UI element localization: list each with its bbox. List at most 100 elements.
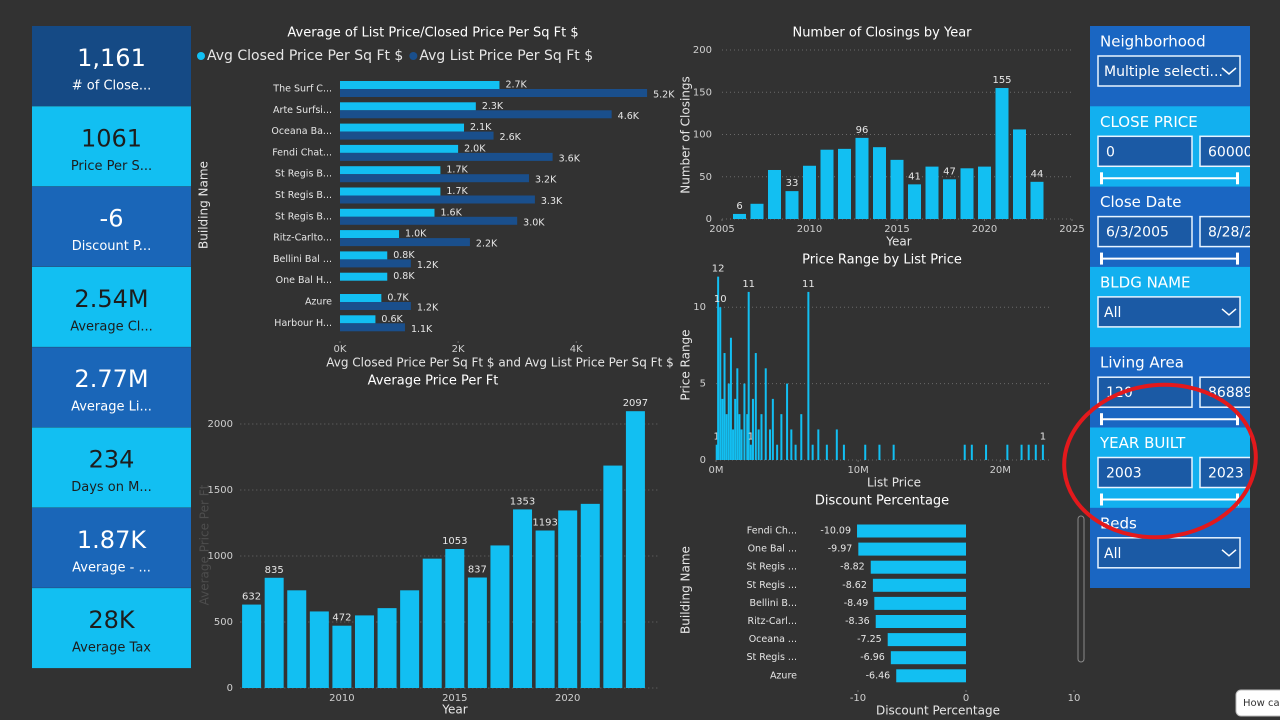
x-tick-label: 0K — [334, 344, 347, 355]
kpi-card — [32, 266, 191, 347]
bar — [864, 444, 867, 460]
dropdown[interactable] — [1097, 55, 1241, 87]
slider-handle[interactable] — [1100, 172, 1103, 185]
range-input[interactable] — [1097, 376, 1193, 408]
data-label: 1 — [714, 432, 720, 443]
bar — [309, 611, 329, 688]
x-tick-label: 0 — [963, 693, 969, 704]
slider-handle[interactable] — [1236, 172, 1239, 185]
bar — [764, 368, 767, 460]
x-tick-label: 2010 — [797, 224, 822, 235]
bar — [768, 169, 781, 219]
x-tick-label: 0M — [709, 465, 724, 476]
dropdown[interactable] — [1097, 296, 1241, 328]
y-tick-label: Fendi Chat... — [272, 147, 332, 158]
bar — [750, 203, 764, 219]
kpi-card — [32, 26, 191, 106]
bar — [340, 187, 441, 196]
data-label: -7.25 — [857, 634, 882, 645]
y-tick-label: 500 — [214, 617, 233, 628]
help-button[interactable] — [1235, 689, 1280, 717]
slider-handle[interactable] — [1100, 413, 1103, 426]
y-tick-label: Oceana Ba... — [271, 126, 332, 137]
y-tick-label: St Regis ... — [747, 652, 798, 663]
help-button-text[interactable]: How car — [1243, 698, 1280, 709]
range-input[interactable] — [1097, 135, 1193, 168]
bar — [719, 307, 722, 460]
data-label: 632 — [242, 592, 261, 603]
bar — [340, 302, 411, 310]
x-axis-title: List Price — [867, 476, 921, 490]
y-axis-title: Price Range — [679, 329, 693, 400]
kpi-value: 2.77M — [74, 365, 148, 393]
bar — [842, 444, 845, 460]
range-input[interactable] — [1097, 456, 1193, 489]
bar — [625, 411, 645, 688]
bar — [1030, 181, 1044, 219]
x-axis-title: Year — [441, 703, 467, 717]
bar — [747, 291, 750, 460]
bar — [746, 414, 749, 460]
x-tick-label: 2025 — [1059, 224, 1084, 235]
data-label: 2.3K — [482, 101, 504, 112]
y-tick-label: Harbour H... — [274, 318, 332, 329]
data-label: -6.46 — [866, 670, 891, 681]
bar — [740, 429, 743, 460]
bar — [776, 444, 779, 460]
range-input[interactable] — [1199, 215, 1280, 248]
kpi-value: -6 — [100, 205, 124, 233]
kpi-label: Days on M... — [71, 480, 152, 495]
range-value: 86889 — [1208, 385, 1253, 401]
kpi-card — [32, 427, 191, 508]
bar — [760, 414, 763, 460]
legend-label: Avg Closed Price Per Sq Ft $ — [207, 48, 403, 64]
data-label: 3.6K — [559, 153, 581, 164]
slider-handle[interactable] — [1100, 252, 1103, 265]
slicer-title: BLDG NAME — [1100, 273, 1191, 291]
dropdown[interactable] — [1097, 537, 1241, 569]
bar — [340, 195, 535, 204]
y-tick-label: St Regis B... — [275, 169, 332, 180]
data-label: -9.97 — [828, 544, 853, 555]
dropdown-chevron — [1221, 67, 1237, 75]
bar — [513, 509, 533, 688]
data-label: 96 — [856, 125, 869, 136]
data-label: 0.8K — [393, 250, 415, 261]
kpi-label: Average Cl... — [70, 319, 153, 334]
data-label: 0.8K — [393, 271, 415, 282]
bar — [535, 530, 555, 688]
data-label: 1.1K — [411, 324, 433, 335]
bar — [925, 166, 939, 219]
data-label: -6.96 — [860, 652, 885, 663]
bar — [780, 414, 783, 460]
x-tick-label: 2020 — [972, 224, 997, 235]
bar — [790, 429, 793, 460]
bar — [875, 615, 966, 628]
range-input[interactable] — [1199, 135, 1280, 168]
slider-handle[interactable] — [1100, 493, 1103, 506]
range-input[interactable] — [1097, 215, 1193, 248]
kpi-value: 1061 — [81, 124, 142, 152]
slicer-title: YEAR BUILT — [1099, 434, 1186, 452]
data-label: 1353 — [510, 496, 535, 507]
data-label: 1053 — [442, 536, 467, 547]
bar — [943, 179, 956, 219]
legend-label: Avg List Price Per Sq Ft $ — [419, 48, 593, 64]
kpi-label: # of Close... — [72, 79, 152, 94]
y-tick-label: 0 — [700, 455, 706, 466]
bar — [963, 444, 966, 460]
data-label: 1193 — [532, 518, 557, 529]
slider-handle[interactable] — [1236, 413, 1239, 426]
x-tick-label: 20M — [990, 465, 1011, 476]
bar — [785, 191, 799, 219]
bar — [725, 414, 728, 460]
data-label: 0.7K — [387, 293, 409, 304]
data-label: 1.6K — [440, 207, 462, 218]
data-label: -10.09 — [820, 526, 851, 537]
slider-handle[interactable] — [1236, 493, 1239, 506]
data-label: 1.7K — [446, 186, 468, 197]
data-label: 1.7K — [446, 165, 468, 176]
slider-handle[interactable] — [1236, 252, 1239, 265]
bar — [960, 168, 974, 219]
bar — [580, 503, 600, 688]
